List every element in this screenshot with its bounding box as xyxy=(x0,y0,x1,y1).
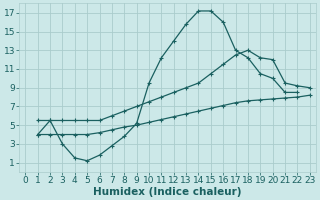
X-axis label: Humidex (Indice chaleur): Humidex (Indice chaleur) xyxy=(93,187,242,197)
